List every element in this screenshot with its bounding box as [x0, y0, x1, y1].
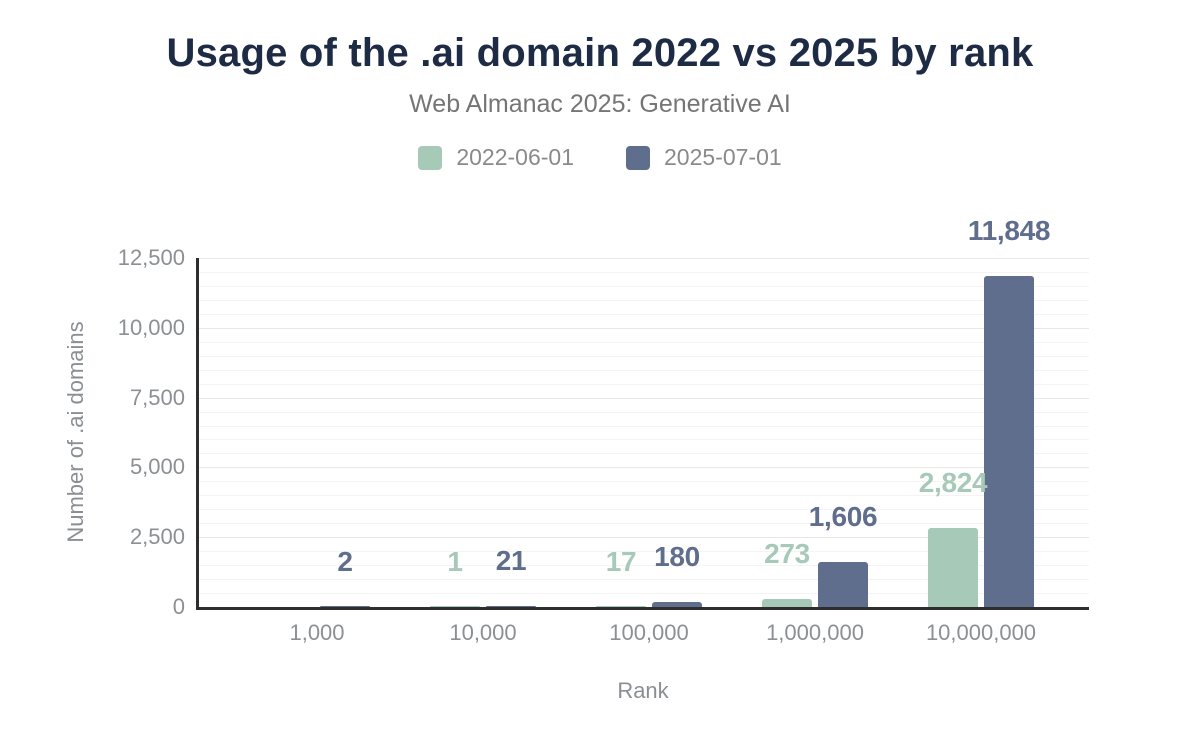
x-axis-line — [196, 607, 1089, 610]
bar-value-label: 11,848 — [967, 215, 1051, 247]
bar-2022-06-01 — [596, 606, 646, 607]
minor-gridline — [197, 565, 1089, 567]
x-tick-label: 1,000,000 — [766, 620, 864, 645]
minor-gridline — [197, 523, 1089, 525]
plot-area: 0 2,500 5,000 7,500 10,000 12,500 1,000 10,000 1… — [118, 216, 1089, 645]
bar-value-label: 1,606 — [808, 501, 878, 533]
legend: 2022-06-01 2025-07-01 — [0, 144, 1200, 171]
minor-gridline — [197, 593, 1089, 595]
minor-gridline — [197, 383, 1089, 385]
bar-value-label: 1 — [447, 545, 463, 577]
major-gridline — [197, 467, 1089, 469]
legend-item-2025: 2025-07-01 — [626, 144, 782, 171]
y-axis-line — [196, 258, 199, 610]
minor-gridline — [197, 481, 1089, 483]
minor-gridline — [197, 453, 1089, 455]
minor-gridline — [197, 313, 1089, 315]
bar-value-label: 180 — [654, 540, 700, 572]
y-tick-label: 2,500 — [129, 524, 185, 550]
bar-value-label: 2,824 — [918, 467, 988, 499]
x-tick-label: 1,000 — [289, 620, 345, 645]
bar-value-label: 21 — [495, 545, 527, 577]
major-gridline — [197, 258, 1089, 259]
bar-value-label: 2 — [337, 545, 353, 577]
minor-gridline — [197, 411, 1089, 413]
x-tick-label: 10,000 — [449, 620, 517, 645]
y-tick-label: 0 — [172, 594, 185, 619]
legend-label-2022: 2022-06-01 — [456, 144, 574, 170]
chart-title: Usage of the .ai domain 2022 vs 2025 by … — [166, 31, 1034, 75]
minor-gridline — [197, 355, 1089, 357]
y-tick-label: 12,500 — [117, 245, 185, 270]
minor-gridline — [197, 285, 1089, 287]
major-gridline — [197, 327, 1089, 329]
x-tick-label: 10,000,000 — [925, 620, 1037, 645]
major-gridline — [197, 397, 1089, 399]
legend-swatch-2025-icon — [626, 145, 650, 170]
bar-2025-07-01 — [652, 601, 702, 607]
chart-subtitle: Web Almanac 2025: Generative AI — [409, 90, 791, 118]
bar-2025-07-01 — [818, 562, 868, 607]
minor-gridline — [197, 341, 1089, 343]
legend-item-2022: 2022-06-01 — [418, 144, 574, 171]
legend-swatch-2022-icon — [418, 145, 443, 170]
minor-gridline — [197, 439, 1089, 441]
minor-gridline — [197, 425, 1089, 427]
minor-gridline — [197, 369, 1089, 371]
y-tick-label: 7,500 — [129, 384, 185, 410]
minor-gridline — [197, 579, 1089, 581]
bar-2025-07-01 — [486, 606, 536, 607]
minor-gridline — [197, 299, 1089, 301]
bar-value-label: 273 — [764, 538, 810, 570]
legend-label-2025: 2025-07-01 — [664, 144, 782, 170]
x-axis-title: Rank — [617, 678, 669, 703]
bar-2025-07-01 — [984, 276, 1034, 607]
minor-gridline — [197, 551, 1089, 553]
minor-gridline — [197, 271, 1089, 273]
y-axis-title: Number of .ai domains — [63, 321, 88, 543]
minor-gridline — [197, 509, 1089, 511]
y-tick-label: 5,000 — [129, 454, 185, 480]
x-tick-label: 100,000 — [609, 620, 689, 645]
bar-value-label: 17 — [605, 545, 637, 577]
bar-2022-06-01 — [762, 599, 812, 607]
bar-2025-07-01 — [320, 606, 370, 607]
bar-2022-06-01 — [430, 606, 480, 607]
major-gridline — [197, 537, 1089, 539]
minor-gridline — [197, 495, 1089, 497]
bar-2022-06-01 — [928, 528, 978, 607]
y-tick-label: 10,000 — [117, 314, 185, 340]
